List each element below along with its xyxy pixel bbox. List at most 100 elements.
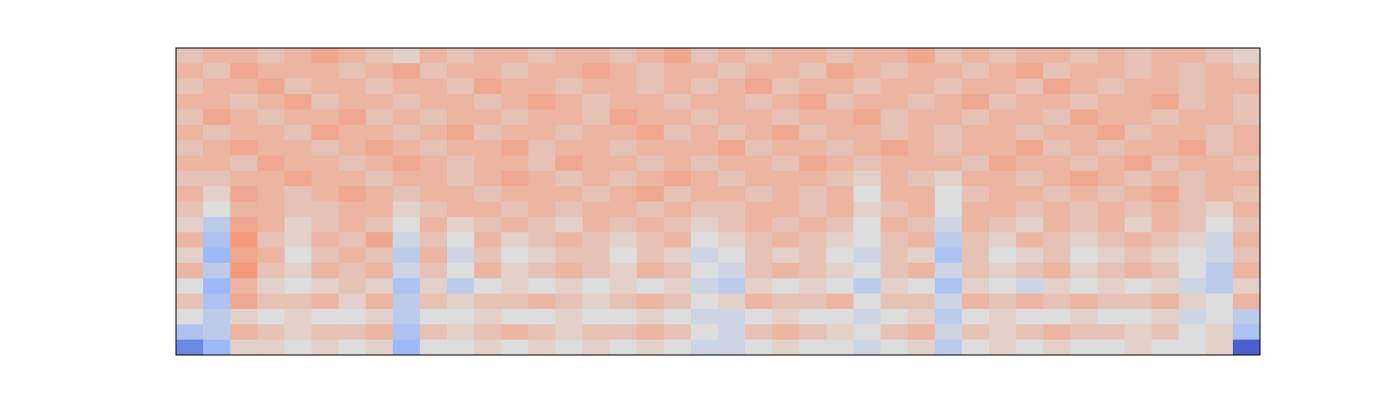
heatmap-cell (799, 293, 827, 310)
heatmap-cell (609, 186, 638, 202)
heatmap-cell (203, 63, 231, 80)
heatmap-cell (419, 201, 448, 218)
heatmap-cell (636, 48, 665, 64)
heatmap-cell (989, 308, 1017, 325)
heatmap-cell (176, 262, 204, 279)
heatmap-cell (745, 78, 773, 95)
heatmap-cell (555, 262, 583, 279)
heatmap-cell (663, 140, 692, 156)
heatmap-cell (311, 278, 340, 295)
heatmap-cell (311, 48, 340, 64)
heatmap-cell (853, 140, 882, 156)
heatmap-cell (989, 278, 1017, 295)
heatmap-cell (392, 78, 421, 95)
heatmap-cell (257, 140, 285, 156)
heatmap-cell (880, 216, 909, 233)
heatmap-cell (636, 109, 665, 126)
heatmap-cell (1097, 63, 1125, 80)
heatmap-cell (501, 216, 529, 233)
heatmap-cell (1097, 48, 1125, 64)
heatmap-cell (1043, 324, 1071, 341)
heatmap-cell (826, 48, 854, 64)
heatmap-cell (528, 170, 556, 187)
heatmap-cell (284, 324, 312, 341)
heatmap-cell (419, 63, 448, 80)
heatmap-cell (772, 124, 800, 141)
heatmap-cell (582, 78, 611, 95)
heatmap-cell (1151, 262, 1180, 279)
heatmap-cell (1097, 94, 1125, 110)
heatmap-cell (1151, 308, 1180, 325)
heatmap-cell (392, 278, 421, 295)
heatmap-cell (989, 232, 1017, 249)
heatmap-cell (636, 339, 665, 356)
heatmap-cell (880, 94, 909, 110)
heatmap-cell (880, 278, 909, 295)
heatmap-cell (853, 63, 882, 80)
heatmap-cell (853, 278, 882, 295)
heatmap-cell (826, 170, 854, 187)
heatmap-cell (1070, 262, 1098, 279)
heatmap-cell (501, 124, 529, 141)
heatmap-cell (690, 339, 719, 356)
heatmap-cell (745, 48, 773, 64)
heatmap-cell (772, 186, 800, 202)
heatmap-cell (176, 232, 204, 249)
heatmap-cell (880, 339, 909, 356)
heatmap-cell (853, 155, 882, 172)
heatmap-cell (203, 308, 231, 325)
heatmap-cell (501, 109, 529, 126)
heatmap-cell (257, 124, 285, 141)
heatmap-cell (392, 94, 421, 110)
heatmap-cell (934, 186, 963, 202)
heatmap-cell (528, 48, 556, 64)
heatmap-cell (826, 124, 854, 141)
heatmap-cell (1178, 293, 1207, 310)
heatmap-cell (907, 308, 936, 325)
heatmap-cell (1124, 170, 1153, 187)
heatmap-cell (1124, 324, 1153, 341)
heatmap-cell (230, 293, 258, 310)
heatmap-cell (1124, 293, 1153, 310)
heatmap-cell (663, 48, 692, 64)
heatmap-cell (907, 247, 936, 264)
heatmap-cell (1151, 109, 1180, 126)
heatmap-cell (636, 293, 665, 310)
heatmap-cell (1151, 124, 1180, 141)
heatmap-cell (447, 109, 475, 126)
heatmap-cell (1151, 324, 1180, 341)
heatmap-cell (257, 278, 285, 295)
heatmap-cell (1205, 262, 1234, 279)
heatmap-cell (1232, 308, 1261, 325)
heatmap-cell (636, 124, 665, 141)
heatmap-cell (772, 48, 800, 64)
heatmap-cell (799, 140, 827, 156)
heatmap-cell (582, 155, 611, 172)
heatmap-cell (1070, 186, 1098, 202)
heatmap-cell (799, 201, 827, 218)
heatmap-cell (718, 262, 746, 279)
heatmap-cell (474, 140, 502, 156)
heatmap-cell (961, 201, 990, 218)
heatmap-cell (1043, 278, 1071, 295)
heatmap-cell (609, 339, 638, 356)
heatmap-cell (1070, 278, 1098, 295)
heatmap-cell (989, 216, 1017, 233)
heatmap-cell (284, 124, 312, 141)
heatmap-cell (826, 278, 854, 295)
heatmap-cell (718, 170, 746, 187)
heatmap-cell (1178, 247, 1207, 264)
heatmap-cell (989, 324, 1017, 341)
heatmap-cell (1043, 186, 1071, 202)
heatmap-cell (392, 186, 421, 202)
heatmap-cell (311, 155, 340, 172)
heatmap-cell (501, 140, 529, 156)
heatmap-cell (1205, 155, 1234, 172)
heatmap-cell (528, 232, 556, 249)
heatmap-cell (934, 48, 963, 64)
heatmap-cell (1151, 201, 1180, 218)
heatmap-cell (1043, 170, 1071, 187)
heatmap-cell (203, 339, 231, 356)
heatmap-cell (989, 339, 1017, 356)
